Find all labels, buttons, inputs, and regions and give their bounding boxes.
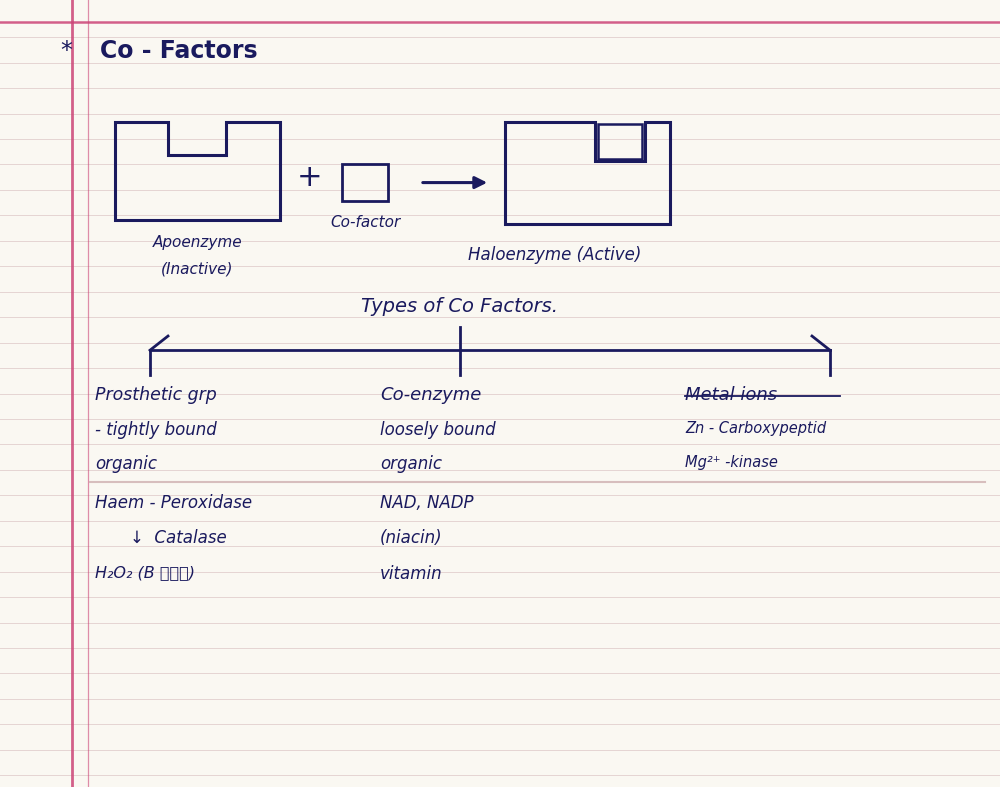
Text: NAD, NADP: NAD, NADP: [380, 494, 474, 512]
Text: (niacin): (niacin): [380, 529, 443, 547]
Text: Mg²⁺ -kinase: Mg²⁺ -kinase: [685, 455, 778, 470]
Text: Co-enzyme: Co-enzyme: [380, 386, 481, 404]
Text: Prosthetic grp: Prosthetic grp: [95, 386, 217, 404]
Text: Co - Factors: Co - Factors: [100, 39, 258, 63]
Text: - tightly bound: - tightly bound: [95, 421, 217, 439]
Text: +: +: [297, 163, 323, 191]
Text: H₂O₂ (B जीव): H₂O₂ (B जीव): [95, 565, 195, 580]
Text: ↓  Catalase: ↓ Catalase: [130, 529, 227, 547]
Bar: [342, 164, 388, 201]
Text: organic: organic: [380, 455, 442, 473]
Text: Metal ions: Metal ions: [685, 386, 777, 404]
Text: Types of Co Factors.: Types of Co Factors.: [361, 297, 558, 316]
Bar: [598, 124, 642, 159]
Text: Co-factor: Co-factor: [330, 215, 400, 230]
Text: Zn - Carboxypeptid: Zn - Carboxypeptid: [685, 421, 826, 436]
Text: Apoenzyme: Apoenzyme: [153, 235, 242, 249]
Text: loosely bound: loosely bound: [380, 421, 496, 439]
Text: (Inactive): (Inactive): [161, 261, 234, 276]
Text: Haloenzyme (Active): Haloenzyme (Active): [468, 246, 642, 264]
Text: Haem - Peroxidase: Haem - Peroxidase: [95, 494, 252, 512]
Text: organic: organic: [95, 455, 157, 473]
Text: *: *: [60, 39, 72, 63]
Text: vitamin: vitamin: [380, 565, 443, 583]
